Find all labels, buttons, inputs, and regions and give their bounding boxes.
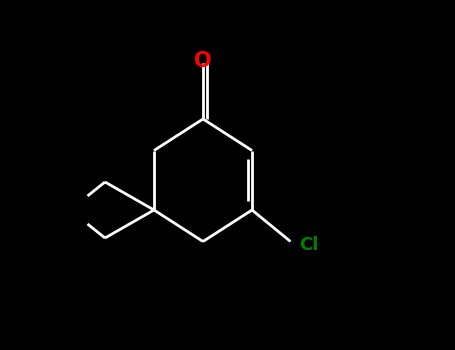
Text: Cl: Cl bbox=[299, 236, 318, 254]
Text: O: O bbox=[194, 51, 212, 71]
